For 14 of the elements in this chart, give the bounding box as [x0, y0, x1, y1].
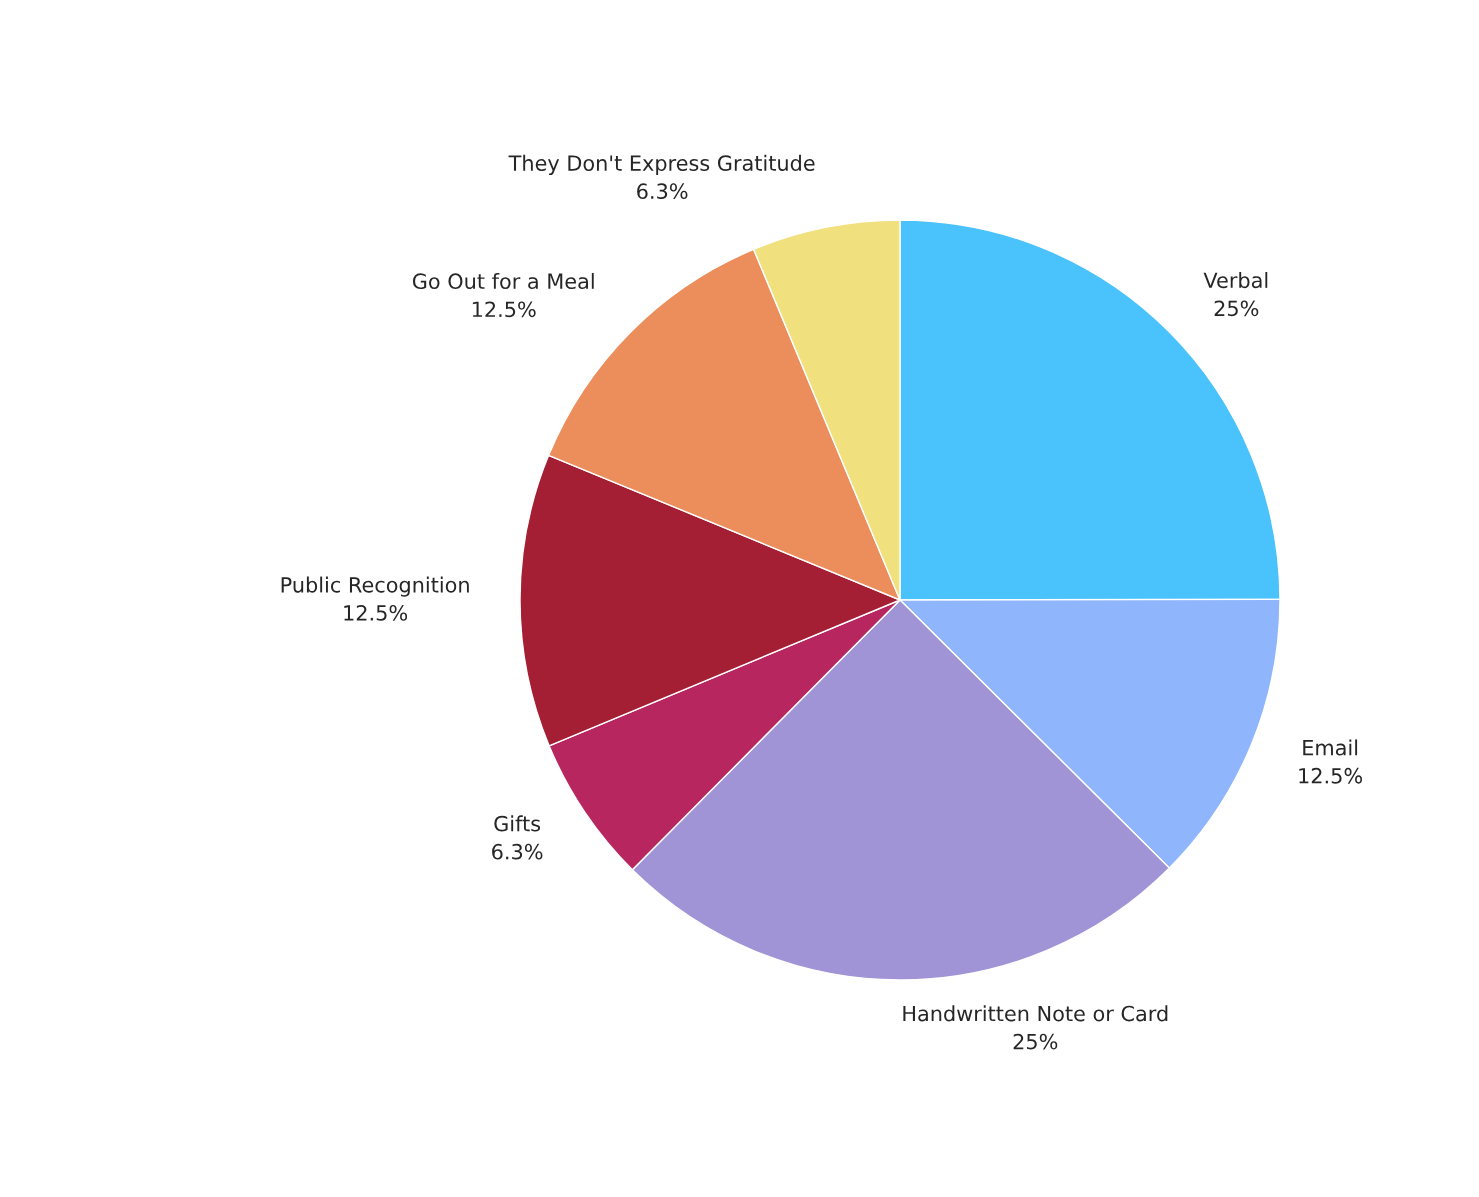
slice-label: They Don't Express Gratitude: [508, 154, 815, 176]
data-label: 12.5%: [472, 301, 536, 318]
slice-label: Verbal: [1203, 272, 1268, 289]
data-label: 12.5%: [344, 605, 408, 621]
data-label: 6.3%: [492, 843, 543, 860]
data-label: 6.3%: [637, 183, 688, 200]
data-label: 25%: [1214, 300, 1259, 317]
slice-label: Handwritten Note or Card: [903, 1005, 1168, 1022]
slice-label: Public Recognition: [281, 576, 469, 597]
data-label: 25%: [1013, 1033, 1058, 1050]
slice-label: Email: [1303, 739, 1358, 756]
slice-label: Gifts: [494, 815, 541, 832]
slice-label: Go Out for a Meal: [412, 272, 594, 290]
data-label: 12.5%: [1299, 767, 1363, 784]
